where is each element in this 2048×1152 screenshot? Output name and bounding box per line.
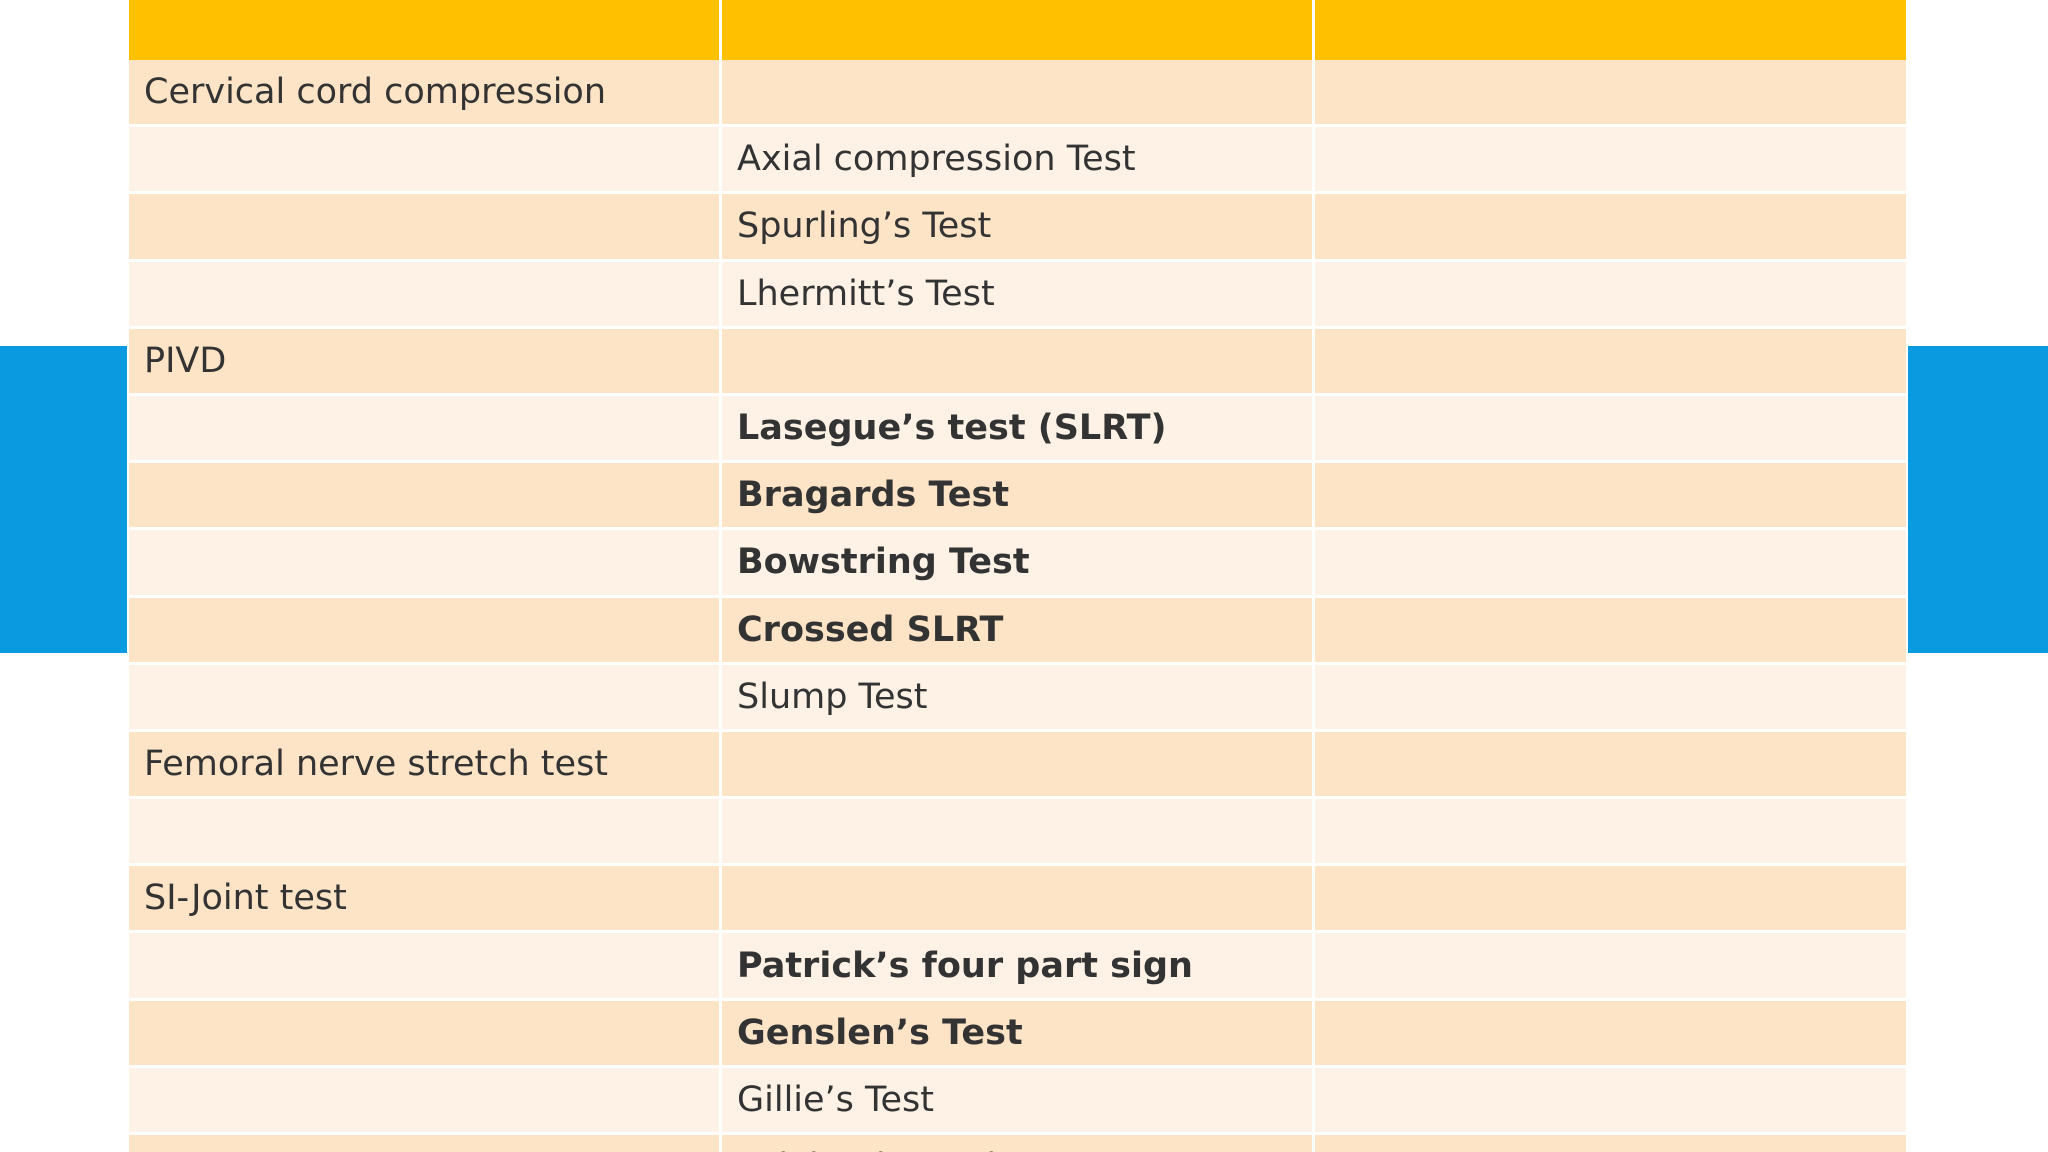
table-cell-col2: Gillie’s Test <box>719 1067 1312 1132</box>
table-cell-col3 <box>1312 463 1906 528</box>
table-row: Pelvic Distraction Test <box>129 1132 1906 1152</box>
table-cell-col2: Slump Test <box>719 664 1312 729</box>
table-cell-col1 <box>129 530 719 595</box>
left-accent-bar <box>0 346 127 653</box>
table-cell-col2 <box>719 731 1312 797</box>
table-cell-col3 <box>1312 866 1906 931</box>
table-row: Patrick’s four part sign <box>129 930 1906 998</box>
table-row: Axial compression Test <box>129 124 1906 192</box>
table-cell-col2 <box>719 866 1312 931</box>
table-cell-col1 <box>129 1135 719 1152</box>
table-row: Genslen’s Test <box>129 997 1906 1065</box>
table-cell-col3 <box>1312 127 1906 192</box>
right-accent-bar <box>1908 346 2048 653</box>
table-cell-col3 <box>1312 328 1906 393</box>
header-cell-2 <box>719 0 1312 60</box>
table-row: Crossed SLRT <box>129 594 1906 662</box>
table-cell-col1 <box>129 463 719 528</box>
table-cell-col2 <box>719 328 1312 393</box>
table-body: Cervical cord compression Axial compressi… <box>129 60 1906 1152</box>
table-row: Spurling’s Test <box>129 191 1906 259</box>
table-cell-col2: Bowstring Test <box>719 530 1312 595</box>
table-cell-col3 <box>1312 261 1906 326</box>
table-row: Bowstring Test <box>129 527 1906 595</box>
table-row: Slump Test <box>129 661 1906 729</box>
table-cell-col2: Pelvic Distraction Test <box>719 1135 1312 1152</box>
header-cell-3 <box>1312 0 1906 60</box>
table-row: Gillie’s Test <box>129 1064 1906 1132</box>
table-row: Lasegue’s test (SLRT) <box>129 392 1906 461</box>
table-cell-col2: Axial compression Test <box>719 127 1312 192</box>
table-cell-col2: Spurling’s Test <box>719 194 1312 259</box>
table-cell-col3 <box>1312 664 1906 729</box>
table-cell-col3 <box>1312 530 1906 595</box>
table-cell-col3 <box>1312 194 1906 259</box>
table-cell-col2: Bragards Test <box>719 463 1312 528</box>
table-cell-col2: Lasegue’s test (SLRT) <box>719 395 1312 461</box>
table-cell-col1: Femoral nerve stretch test <box>129 731 719 797</box>
table-cell-col1: PIVD <box>129 328 719 393</box>
table-cell-col1 <box>129 799 719 864</box>
table-header-row <box>129 0 1906 60</box>
table-row: Lhermitt’s Test <box>129 258 1906 326</box>
table-cell-col2: Patrick’s four part sign <box>719 933 1312 998</box>
table-cell-col1 <box>129 664 719 729</box>
table-cell-col3 <box>1312 1000 1906 1065</box>
table-cell-col2 <box>719 60 1312 125</box>
table-cell-col2: Genslen’s Test <box>719 1000 1312 1065</box>
table-row: Femoral nerve stretch test <box>129 728 1906 797</box>
table-cell-col3 <box>1312 933 1906 998</box>
table-row: Cervical cord compression <box>129 60 1906 125</box>
table-cell-col3 <box>1312 395 1906 461</box>
table-row: PIVD <box>129 325 1906 393</box>
table-cell-col3 <box>1312 799 1906 864</box>
table-cell-col3 <box>1312 1135 1906 1152</box>
table-cell-col2: Crossed SLRT <box>719 597 1312 662</box>
header-cell-1 <box>129 0 719 60</box>
table-cell-col3 <box>1312 731 1906 797</box>
table-row: SI-Joint test <box>129 863 1906 931</box>
table-row <box>129 796 1906 864</box>
table-cell-col1: Cervical cord compression <box>129 60 719 125</box>
table-cell-col1 <box>129 597 719 662</box>
tests-table: Cervical cord compression Axial compressi… <box>129 0 1906 1152</box>
table-cell-col3 <box>1312 1067 1906 1132</box>
table-cell-col1 <box>129 261 719 326</box>
table-cell-col3 <box>1312 597 1906 662</box>
table-cell-col1 <box>129 933 719 998</box>
table-cell-col2 <box>719 799 1312 864</box>
table-cell-col1 <box>129 1067 719 1132</box>
table-cell-col1 <box>129 395 719 461</box>
table-cell-col3 <box>1312 60 1906 125</box>
table-cell-col1 <box>129 127 719 192</box>
table-cell-col1 <box>129 1000 719 1065</box>
table-cell-col1: SI-Joint test <box>129 866 719 931</box>
table-cell-col2: Lhermitt’s Test <box>719 261 1312 326</box>
table-cell-col1 <box>129 194 719 259</box>
table-row: Bragards Test <box>129 460 1906 528</box>
